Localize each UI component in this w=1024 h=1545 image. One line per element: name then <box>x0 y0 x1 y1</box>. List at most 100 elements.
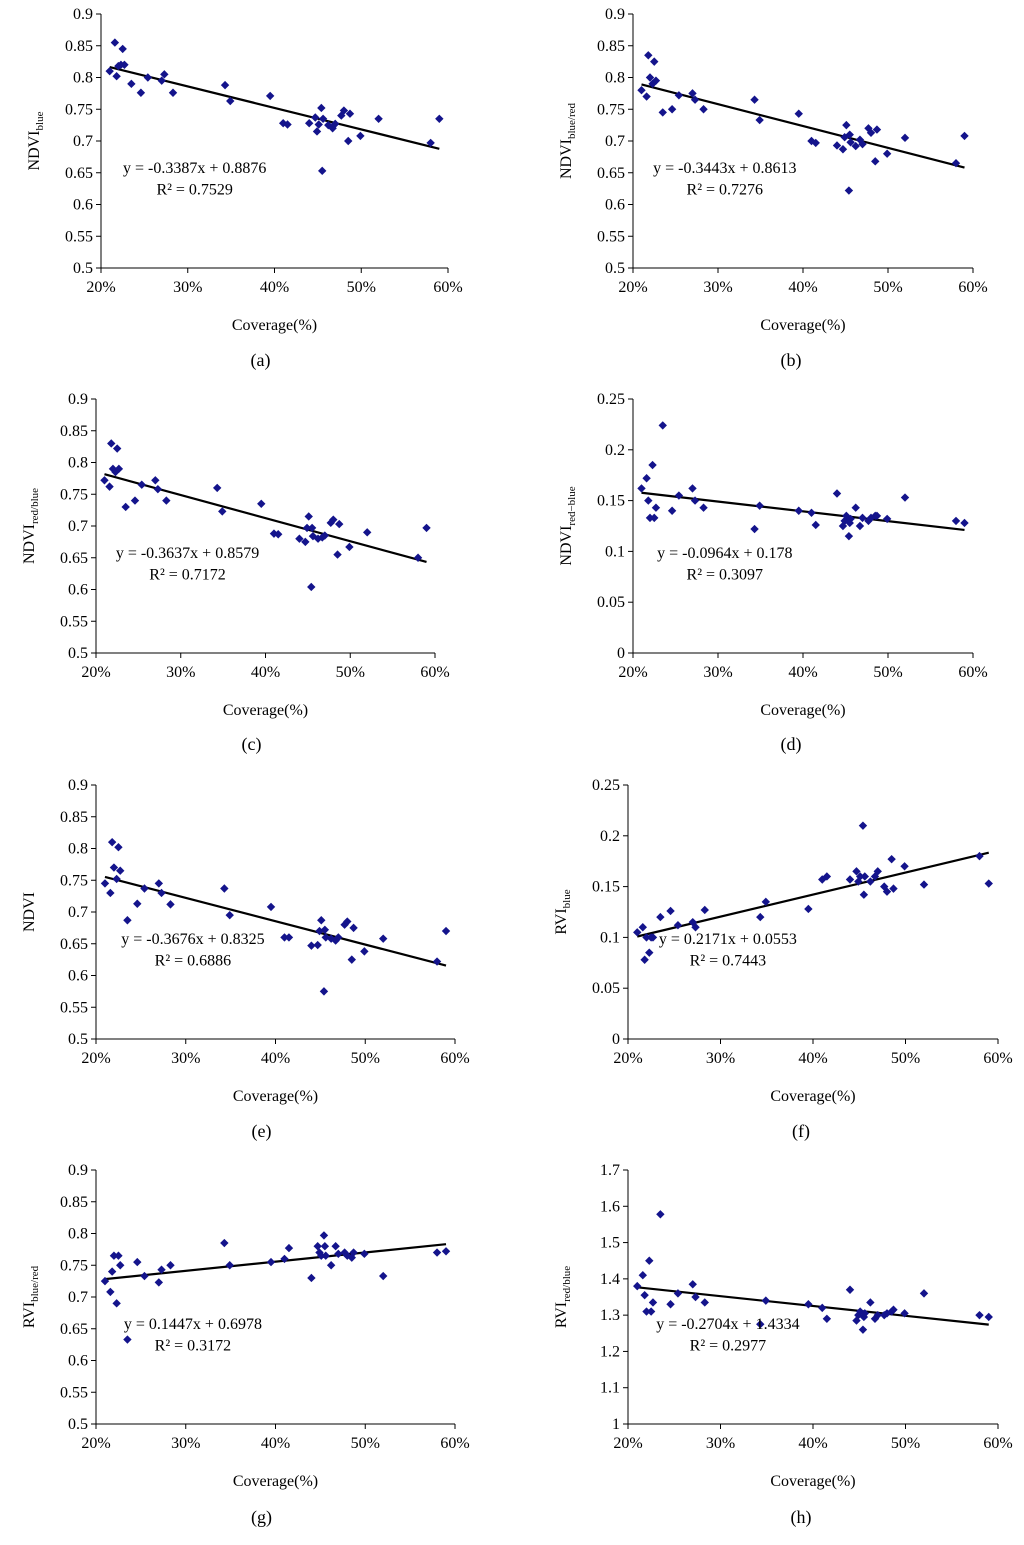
data-point <box>114 464 124 474</box>
data-point <box>859 890 869 899</box>
data-point <box>648 460 657 470</box>
panel-label: (d) <box>781 734 802 755</box>
y-tick-label: 0.55 <box>597 228 625 245</box>
data-point <box>658 108 667 117</box>
data-point <box>673 921 683 930</box>
data-point <box>845 1285 855 1294</box>
y-tick-label: 0.15 <box>592 879 620 896</box>
data-point <box>688 89 697 98</box>
data-point <box>284 1243 294 1253</box>
data-point <box>335 519 344 529</box>
data-point <box>842 511 851 521</box>
data-point <box>761 1296 771 1305</box>
y-tick-label: 0.8 <box>68 841 88 858</box>
trendline-equation: y = -0.3637x + 0.8579 <box>116 545 259 562</box>
data-point <box>688 484 697 493</box>
data-point <box>100 1276 110 1286</box>
data-point <box>109 863 119 872</box>
y-axis-title-main: RVI <box>553 1302 570 1328</box>
data-point <box>283 120 292 129</box>
data-point <box>674 91 684 100</box>
y-axis-title: RVIblue/red <box>21 1265 41 1328</box>
data-point <box>307 1273 316 1283</box>
r-squared-label: R² = 0.6886 <box>155 952 232 969</box>
data-point <box>140 884 149 893</box>
y-axis-title-subscript: blue <box>34 111 46 130</box>
data-point <box>889 884 898 893</box>
y-tick-label: 0.6 <box>68 1353 88 1370</box>
data-point <box>960 131 969 141</box>
data-point <box>666 1300 675 1309</box>
data-point <box>864 516 873 526</box>
data-point <box>112 444 122 453</box>
data-point <box>866 1298 875 1307</box>
data-point <box>266 902 276 912</box>
data-point <box>872 125 882 134</box>
data-point <box>852 1316 861 1325</box>
data-point <box>334 1249 343 1259</box>
y-tick-label: 0.5 <box>68 1416 88 1433</box>
data-point <box>123 1335 132 1344</box>
data-point <box>844 186 854 195</box>
x-tick-label: 50% <box>351 1050 380 1067</box>
data-point <box>379 934 388 943</box>
y-tick-label: 0.65 <box>60 936 88 953</box>
data-point <box>220 884 229 893</box>
r-squared-label: R² = 0.3097 <box>687 566 764 583</box>
data-point <box>304 512 313 521</box>
data-point <box>845 875 855 884</box>
y-tick-label: 0.9 <box>68 391 88 408</box>
y-tick-label: 0.05 <box>592 980 620 997</box>
r-squared-label: R² = 0.2977 <box>690 1337 767 1354</box>
data-point <box>832 141 842 150</box>
data-point <box>832 489 842 498</box>
data-point <box>317 103 326 113</box>
data-point <box>218 507 227 516</box>
y-tick-label: 0.85 <box>65 38 93 55</box>
data-point <box>651 503 661 512</box>
data-point <box>658 421 667 430</box>
data-point <box>326 518 335 528</box>
y-axis-title: RVIblue <box>553 889 573 934</box>
data-point <box>642 1307 651 1316</box>
y-tick-label: 0.75 <box>60 1257 88 1274</box>
data-point <box>301 537 310 547</box>
data-point <box>855 521 865 531</box>
y-axis-title-main: RVI <box>553 908 570 934</box>
data-point <box>295 534 304 543</box>
x-tick-label: 50% <box>873 664 902 681</box>
chart-panel-f: 0 0.05 0.1 0.15 0.2 0.25 20% 30% 40% 50% 60% Covera… <box>553 777 1013 1142</box>
data-point <box>225 910 234 920</box>
data-point <box>107 837 117 847</box>
data-point <box>363 528 372 537</box>
x-axis-title: Coverage(%) <box>232 317 317 334</box>
data-point <box>755 115 764 125</box>
data-point <box>105 66 114 76</box>
data-point <box>121 502 130 512</box>
y-tick-label: 1.2 <box>600 1343 620 1360</box>
data-point <box>114 843 123 852</box>
data-point <box>166 1261 175 1270</box>
data-point <box>127 79 136 89</box>
data-point <box>154 879 164 888</box>
data-point <box>871 157 880 166</box>
data-point <box>308 531 318 541</box>
data-point <box>645 948 654 957</box>
data-point <box>690 496 700 505</box>
data-point <box>112 1299 121 1308</box>
data-point <box>889 1305 898 1314</box>
data-point <box>311 113 320 122</box>
data-point <box>133 899 142 908</box>
x-tick-label: 40% <box>798 1435 827 1452</box>
data-point <box>852 867 861 876</box>
data-point <box>866 128 876 137</box>
x-tick-label: 50% <box>873 279 902 296</box>
x-tick-label: 60% <box>440 1435 469 1452</box>
data-point <box>318 533 327 542</box>
data-point <box>750 524 759 534</box>
data-point <box>900 1309 909 1318</box>
data-point <box>666 906 675 916</box>
data-point <box>855 1307 865 1316</box>
data-point <box>344 136 353 146</box>
data-point <box>919 1289 929 1298</box>
